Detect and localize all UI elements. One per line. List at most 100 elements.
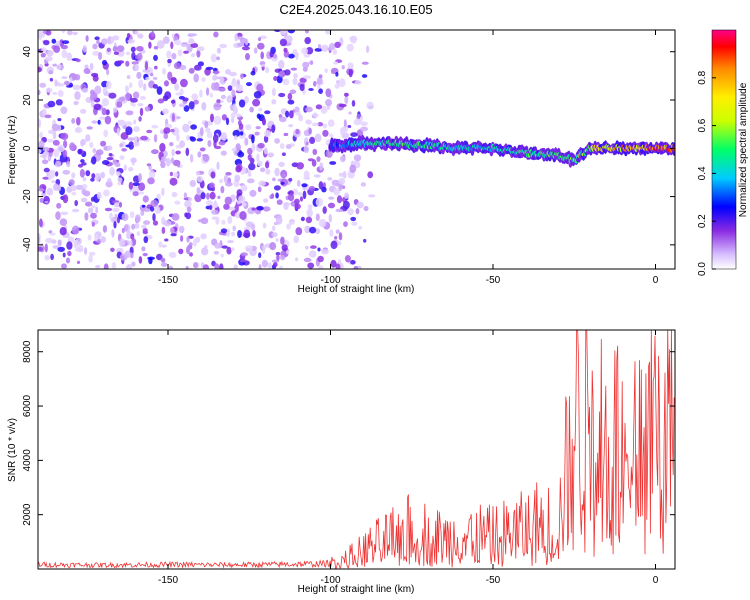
heatmap-cell	[255, 126, 261, 130]
heatmap-cell	[214, 242, 222, 249]
heatmap-cell	[220, 228, 228, 234]
heatmap-cell	[115, 171, 121, 177]
heatmap-cell	[308, 185, 316, 192]
heatmap-cell	[185, 147, 190, 157]
heatmap-cell	[312, 148, 318, 156]
heatmap-cell	[332, 49, 338, 55]
heatmap-cell	[81, 88, 89, 93]
heatmap-cell	[57, 239, 62, 247]
heatmap-cell	[45, 30, 52, 36]
heatmap-cell	[119, 143, 123, 148]
heatmap-cell	[322, 129, 329, 137]
heatmap-cell	[241, 202, 247, 207]
heatmap-cell	[46, 187, 54, 196]
heatmap-cell	[60, 211, 69, 216]
heatmap-cell	[341, 132, 350, 139]
heatmap-cell	[318, 74, 323, 79]
heatmap-cell	[269, 242, 277, 251]
heatmap-xtick-label: 0	[653, 275, 659, 286]
heatmap-cell	[62, 40, 70, 44]
heatmap-cell	[173, 62, 181, 70]
heatmap-cell	[211, 82, 217, 91]
heatmap-cell	[61, 263, 67, 269]
heatmap-cell	[160, 257, 166, 263]
heatmap-cell	[91, 222, 95, 227]
heatmap-cell	[247, 147, 253, 155]
heatmap-cell	[287, 99, 295, 105]
heatmap-cell	[361, 61, 369, 65]
heatmap-cell	[180, 235, 184, 242]
heatmap-cell	[320, 105, 328, 114]
heatmap-cell	[57, 89, 64, 98]
heatmap-cell	[133, 141, 140, 147]
heatmap-cell	[247, 154, 252, 161]
heatmap-cell	[361, 74, 368, 78]
heatmap-cell	[104, 115, 112, 125]
heatmap-cell	[138, 116, 142, 122]
heatmap-xtick-label: -150	[158, 275, 178, 286]
heatmap-cell	[226, 246, 232, 255]
heatmap-ytick-label: -20	[22, 189, 33, 204]
heatmap-cell	[335, 263, 341, 269]
heatmap-cell	[281, 173, 286, 178]
heatmap-cell	[150, 72, 154, 77]
heatmap-cell	[101, 107, 107, 116]
heatmap-cell	[162, 36, 170, 44]
heatmap-cell	[367, 171, 374, 179]
heatmap-cell	[112, 46, 118, 52]
heatmap-cell	[206, 192, 210, 200]
heatmap-cell	[333, 61, 339, 65]
heatmap-cell	[44, 255, 50, 261]
heatmap-cell	[50, 253, 54, 261]
heatmap-cell	[68, 82, 74, 88]
heatmap-cell	[184, 200, 192, 208]
heatmap-cell	[170, 157, 175, 164]
heatmap-cell	[238, 195, 246, 204]
heatmap-cell	[102, 160, 110, 165]
heatmap-cell	[356, 129, 364, 138]
heatmap-cell	[225, 117, 230, 126]
heatmap-cell	[134, 223, 140, 229]
heatmap-cell	[117, 177, 123, 183]
heatmap-xtick-label: -100	[320, 275, 340, 286]
heatmap-cell	[325, 99, 332, 107]
heatmap-cell	[300, 216, 305, 222]
heatmap-cell	[340, 128, 343, 136]
heatmap-cell	[271, 99, 277, 105]
heatmap-cell	[331, 179, 338, 186]
heatmap-cell	[200, 233, 207, 240]
heatmap-cell	[209, 191, 216, 200]
heatmap-cell	[245, 124, 252, 131]
heatmap-cell	[189, 153, 194, 163]
heatmap-cell	[66, 241, 73, 250]
heatmap-cell	[294, 198, 300, 205]
heatmap-cell	[210, 171, 216, 179]
heatmap-cell	[62, 252, 66, 258]
heatmap-cell	[301, 47, 309, 55]
heatmap-cell	[85, 134, 91, 142]
heatmap-cell	[283, 202, 289, 210]
heatmap-cell	[310, 245, 317, 249]
heatmap-cell	[113, 221, 117, 229]
heatmap-cell	[66, 52, 72, 61]
colorbar-label: Normalized spectral amplitude	[738, 82, 749, 217]
heatmap-cell	[308, 88, 314, 91]
heatmap-cell	[278, 59, 285, 69]
heatmap-cell	[287, 30, 296, 34]
heatmap-cell	[344, 192, 349, 199]
heatmap-cell	[279, 265, 283, 269]
heatmap-cell	[77, 260, 80, 264]
snr-ylabel: SNR (10 * v/v)	[7, 418, 18, 482]
heatmap-cell	[138, 191, 145, 195]
heatmap-cell	[315, 104, 323, 110]
heatmap-cell	[213, 115, 222, 125]
heatmap-cell	[162, 108, 169, 115]
heatmap-cell	[238, 99, 246, 108]
heatmap-cell	[167, 58, 172, 64]
heatmap-cell	[51, 180, 56, 184]
heatmap-cell	[136, 231, 141, 237]
heatmap-cell	[324, 68, 329, 73]
heatmap-cell	[299, 83, 305, 92]
snr-ytick-label: 4000	[22, 449, 33, 472]
heatmap-cell	[195, 236, 201, 243]
